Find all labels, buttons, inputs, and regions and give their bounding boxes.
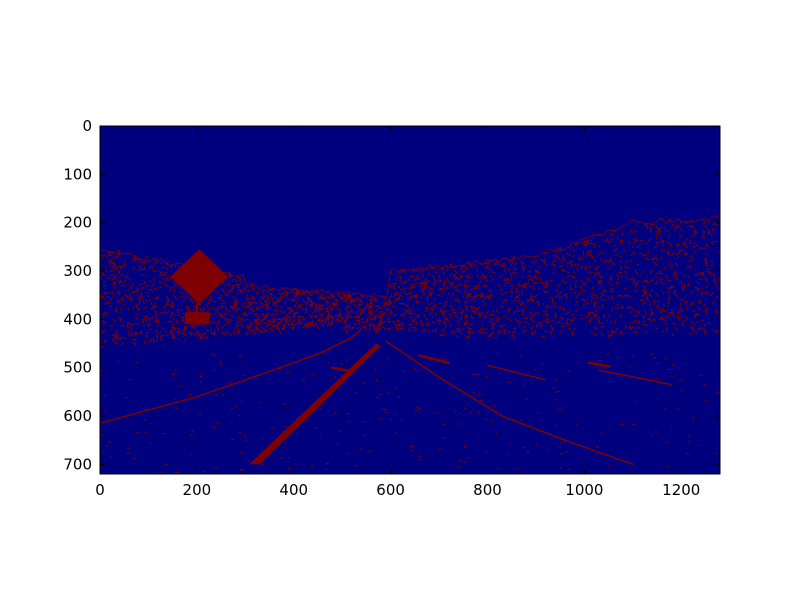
y-tick-label: 200 — [63, 214, 92, 232]
y-tick-label: 100 — [63, 165, 92, 183]
lane-edge-line-1 — [385, 340, 634, 466]
lane-marking-strip — [249, 343, 381, 465]
x-tick-label: 0 — [95, 481, 105, 499]
x-tick-label: 1200 — [662, 481, 700, 499]
x-tick-label: 400 — [279, 481, 308, 499]
axes-frame — [99, 125, 721, 475]
x-tick-label: 1000 — [565, 481, 603, 499]
lane-edge-line-0 — [100, 330, 360, 425]
lane-edge-line-3 — [598, 369, 673, 386]
y-tick-label: 500 — [63, 359, 92, 377]
x-axis: 0 200 400 600 800 1000 1200 — [95, 126, 700, 499]
x-tick-label: 200 — [183, 481, 212, 499]
road-sign-diamond — [170, 249, 229, 304]
y-tick-label: 600 — [63, 407, 92, 425]
lane-dash-0 — [418, 354, 451, 365]
edge-layer — [100, 215, 720, 474]
y-tick-label: 300 — [63, 262, 92, 280]
x-tick-label: 600 — [376, 481, 405, 499]
edge-texture — [100, 219, 720, 474]
heatmap-image — [99, 125, 721, 475]
lane-dash-1 — [331, 366, 354, 373]
x-tick-label: 800 — [473, 481, 502, 499]
y-tick-label: 400 — [63, 310, 92, 328]
y-axis: 0 100 200 300 400 500 600 700 — [63, 117, 720, 473]
y-tick-label: 0 — [82, 117, 92, 135]
y-tick-label: 700 — [63, 455, 92, 473]
lane-dash-2 — [587, 361, 610, 368]
lane-edge-line-2 — [486, 364, 547, 381]
